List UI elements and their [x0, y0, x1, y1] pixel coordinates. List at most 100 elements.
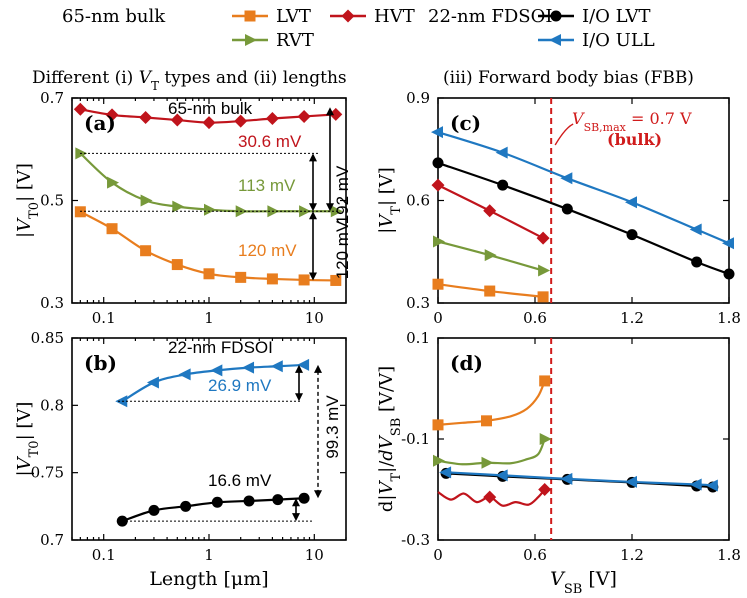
c-vsb-max-pointer [554, 123, 574, 146]
panel-c-point-rvt [484, 249, 497, 262]
panel-c-point-io_ull [689, 223, 702, 236]
panel-a-point-rvt [204, 203, 216, 216]
panel-c-series-line-io_lvt [437, 161, 730, 275]
panel-b-point-io_lvt [243, 495, 255, 507]
panel-d-point-rvt [481, 456, 494, 469]
panel-b-ylabel: |VT0| [V] [14, 402, 42, 477]
panel-c-ytick-label: 0.9 [406, 89, 430, 107]
panel-b-inset-title: 22-nm FDSOI [168, 338, 273, 357]
a-annot-120mV-vertical: 120 mV [333, 220, 352, 279]
legend-marker-rvt [245, 34, 257, 46]
b-annot-ull: 26.9 mV [208, 376, 272, 395]
panel-d-series-line-lvt [437, 380, 546, 426]
header-left: Different (i) VT types and (ii) lengths [32, 68, 347, 93]
panel-d-point-io_ull [625, 475, 637, 488]
a-annot-hvt: 30.6 mV [238, 132, 302, 151]
legend: 65-nm bulk 22-nm FDSOI LVT HVT RVT I/O LVT I… [62, 6, 655, 51]
panel-b-ylabel-text: |VT0| [V] [14, 402, 42, 477]
panel-b-point-io_ull [146, 376, 159, 389]
a-annot-rvt: 113 mV [238, 176, 296, 195]
panel-a-point-rvt [140, 194, 153, 207]
panel-a-point-rvt [172, 200, 185, 213]
panel-a-point-lvt [203, 268, 215, 280]
panel-d-point-io_ull [439, 466, 452, 479]
legend-marker-hvt [341, 9, 355, 23]
panel-c-xtick-label: 0 [433, 309, 443, 327]
panel-c-point-io_ull [495, 146, 508, 159]
panel-c-point-io_lvt [626, 229, 638, 241]
panel-b-xtick-label: 10 [305, 546, 324, 564]
panel-d-xtick-label: 0.6 [523, 546, 547, 564]
panel-c-point-rvt [433, 235, 445, 248]
panel-a-point-lvt [266, 273, 278, 285]
panel-c-point-hvt [483, 204, 497, 218]
panel-c-ytick-label: 0.6 [406, 192, 430, 210]
panel-d-xtick-label: 0 [433, 546, 443, 564]
panel-d-point-rvt [539, 433, 552, 445]
panel-d-series-line-rvt [437, 438, 546, 466]
panel-b-xtick-label: 1 [204, 546, 214, 564]
panel-a-xtick-label: 0.1 [92, 309, 116, 327]
panel-c-point-io_lvt [723, 268, 735, 280]
panel-a-point-lvt [235, 271, 247, 283]
a-arrow-120mV-head-top [309, 211, 317, 220]
legend-label-hvt: HVT [374, 6, 415, 27]
panel-d-point-lvt [481, 415, 492, 427]
panel-b-point-io_ull [242, 361, 255, 374]
panel-a: 0.3 0.5 0.7 0.1 1 10 (a) 65-nm bulk |VT0| [V] 30.… [14, 89, 352, 327]
a-arrow-192mV-head-bottom [326, 203, 334, 212]
panel-b-point-io_ull [297, 358, 310, 371]
panel-a-point-lvt [140, 245, 152, 257]
panel-b-point-io_ull [115, 395, 128, 408]
panel-d: -0.3 -0.1 0.1 0 0.6 1.2 1.8 (d) d|VT|/dVSB [V/V]… [376, 329, 741, 597]
panel-b-ytick-label: 0.8 [40, 396, 64, 414]
panel-a-ylabel-text: |VT0| [V] [14, 163, 42, 238]
legend-label-lvt: LVT [276, 6, 311, 27]
b-arrow-16.6mV-head-bottom [292, 513, 300, 522]
legend-marker-io_ull [549, 34, 561, 46]
panel-d-xtick-label: 1.8 [717, 546, 741, 564]
panel-c-point-lvt [432, 278, 444, 290]
panel-a-point-hvt [329, 107, 343, 121]
panel-a-point-hvt [234, 114, 248, 128]
panel-a-point-hvt [297, 109, 311, 123]
panel-b-point-io_lvt [298, 492, 310, 504]
panel-b-ytick-label: 0.85 [31, 329, 64, 347]
panel-d-point-rvt [433, 454, 445, 467]
panel-a-series-line-rvt [79, 152, 336, 213]
panel-d-point-io_ull [689, 478, 702, 491]
panel-a-point-lvt [171, 259, 183, 271]
b-annot-99.3mV: 99.3 mV [323, 395, 342, 459]
panel-b-point-io_lvt [272, 494, 284, 506]
panel-a-point-lvt [74, 206, 86, 218]
panel-b-point-io_ull [270, 360, 283, 373]
panel-c-point-io_lvt [691, 256, 703, 268]
panel-a-point-lvt [106, 223, 118, 235]
panel-c-ylabel: |VT| [V] [376, 167, 404, 234]
panel-b-point-io_ull [178, 368, 191, 381]
panel-d-point-hvt [538, 483, 552, 496]
legend-label-io_lvt: I/O LVT [582, 6, 650, 27]
panel-a-point-lvt [298, 274, 310, 286]
b-annot-lvt: 16.6 mV [208, 471, 272, 490]
panel-a-point-hvt [170, 113, 184, 127]
panel-d-point-io_ull [705, 479, 718, 492]
panel-c-ytick-label: 0.3 [406, 294, 430, 312]
panel-c-label: (c) [450, 111, 481, 135]
legend-marker-io_lvt [550, 10, 562, 22]
panel-c-point-io_lvt [497, 179, 509, 191]
panel-a-ytick-label: 0.7 [40, 89, 64, 107]
panel-c-xtick-label: 0.6 [523, 309, 547, 327]
panel-d-point-lvt [432, 419, 444, 431]
panel-a-ytick-label: 0.5 [40, 192, 64, 210]
b-arrow-26.9mV-head-top [295, 364, 303, 373]
panel-d-xlabel: VSB [V] [550, 568, 617, 597]
a-arrow-113mV-head-top [309, 153, 317, 162]
panel-c-point-lvt [537, 291, 549, 303]
panel-d-series-line-hvt [437, 488, 546, 507]
panel-b-label: (b) [84, 351, 117, 375]
panel-c-xtick-label: 1.2 [620, 309, 644, 327]
b-arrow-16.6mV-head-top [292, 498, 300, 507]
